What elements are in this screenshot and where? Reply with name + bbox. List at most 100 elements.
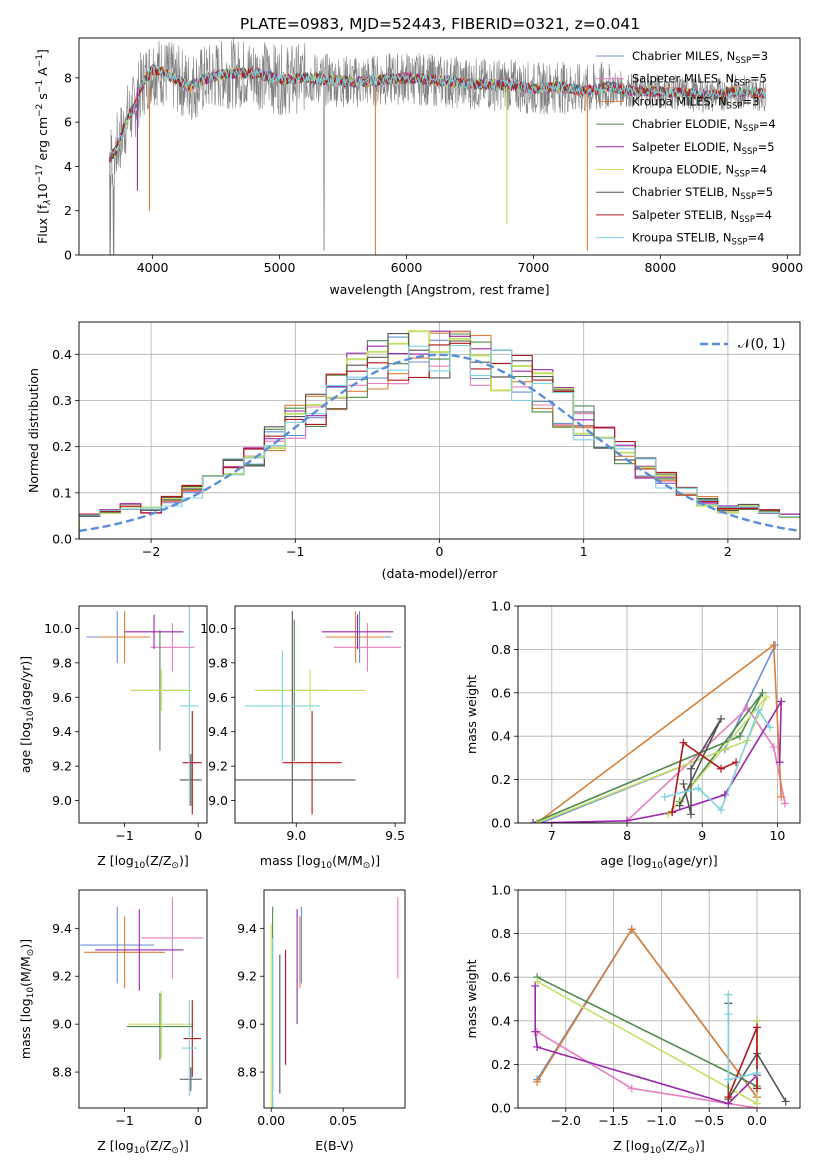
label-part: age [log xyxy=(18,722,33,773)
x-tick-label: 2 xyxy=(724,544,732,559)
error-bar-point xyxy=(98,611,151,663)
axes-frame xyxy=(78,889,208,1109)
weight-line xyxy=(727,1026,758,1098)
y-axis-label: mass weight xyxy=(464,675,479,754)
subscript: SSP xyxy=(740,192,756,202)
weight-marker xyxy=(775,758,784,767)
label-part: A xyxy=(35,67,50,80)
subscript: SSP xyxy=(742,147,758,157)
y-tick-label: 1.0 xyxy=(491,883,511,898)
x-tick-label: 1 xyxy=(580,544,588,559)
weight-line xyxy=(626,706,786,822)
y-tick-label: 0.8 xyxy=(491,642,511,657)
weight-marker xyxy=(694,784,703,793)
y-tick-label: 8 xyxy=(64,70,72,85)
subscript: 10 xyxy=(321,861,333,871)
label-part: −1 xyxy=(35,54,45,67)
y-tick-label: 9.4 xyxy=(237,921,257,936)
error-bar-point xyxy=(321,614,394,650)
residuals-panel: −2 −1 0 1 2 0.0 0.1 0.2 0.3 0.4 𝒩(0, 1) (data-model… xyxy=(26,321,801,581)
x-axis-label: Z [log10​(Z/Z⊙​)] xyxy=(97,853,188,871)
y-tick-label: 1.0 xyxy=(491,599,511,614)
y-tick-label: 2 xyxy=(64,203,72,218)
error-bar-point xyxy=(179,606,199,806)
weight-marker xyxy=(765,723,774,732)
error-bar-point xyxy=(179,1067,202,1092)
weight-line xyxy=(536,976,758,1088)
label-part: age [log xyxy=(600,853,651,868)
y-tick-label: 0 xyxy=(64,248,72,263)
y-tick-label: 0.6 xyxy=(491,685,511,700)
legend-label-text: Salpeter MILES, N xyxy=(632,72,734,86)
x-tick-label: 9.5 xyxy=(385,828,405,843)
y-tick-label: 0.1 xyxy=(52,485,72,500)
figure-title: PLATE=0983, MJD=52443, FIBERID=0321, z=0… xyxy=(240,15,640,33)
y-tick-label: 9.0 xyxy=(52,793,72,808)
label-part: (age/yr)] xyxy=(18,656,33,711)
weight-marker xyxy=(752,1084,761,1093)
label-part: )] xyxy=(370,853,380,868)
y-tick-label: 10.0 xyxy=(200,621,228,636)
y-tick-label: 9.2 xyxy=(237,969,257,984)
weight-marker xyxy=(762,693,771,702)
x-tick-label: 0.05 xyxy=(329,1113,357,1128)
error-bar-point xyxy=(124,614,184,650)
label-part: (Z/Z xyxy=(145,1138,171,1153)
error-bar-point xyxy=(150,623,195,672)
subscript: 10 xyxy=(134,861,146,871)
weight-line xyxy=(536,927,758,1098)
y-tick-label: 0.3 xyxy=(52,393,72,408)
weight-marker xyxy=(724,1010,733,1019)
subscript: SSP xyxy=(734,170,750,180)
x-tick-label: 4000 xyxy=(137,260,169,275)
y-tick-label: 0.2 xyxy=(52,439,72,454)
error-bar-point xyxy=(179,754,202,806)
y-axis-label: mass weight xyxy=(464,959,479,1038)
x-tick-label: 10 xyxy=(769,828,785,843)
weight-marker xyxy=(735,732,744,741)
y-tick-label: 9.6 xyxy=(208,690,228,705)
legend-label-count: =4 xyxy=(759,117,776,131)
subscript: ⊙ xyxy=(687,1146,695,1156)
x-axis-label: age [log10​(age/yr)] xyxy=(600,853,717,871)
subscript: 10 xyxy=(26,710,36,722)
label-part: 10 xyxy=(35,183,50,199)
label-part: (age/yr)] xyxy=(663,853,718,868)
weight-marker xyxy=(531,981,540,990)
weight-marker xyxy=(777,792,786,801)
label-part: λ xyxy=(43,199,53,205)
error-bar-point xyxy=(95,909,184,991)
weight-vs-metallicity-panel: −2.0 −1.5 −1.0 −0.5 0.0 0.0 0.2 0.4 0.6 0.8 1.0 Z [… xyxy=(464,883,801,1156)
error-bar-point xyxy=(84,916,166,989)
weight-marker xyxy=(752,1099,761,1108)
weight-marker xyxy=(627,1084,636,1093)
legend-label-count: =3 xyxy=(742,94,759,108)
weight-marker xyxy=(686,810,695,819)
weight-line xyxy=(536,927,758,1098)
label-part: )] xyxy=(18,939,33,949)
model-spectrum xyxy=(109,64,766,157)
x-tick-label: 0 xyxy=(194,1113,202,1128)
weight-marker xyxy=(529,819,538,823)
error-bar-point xyxy=(181,1000,197,1097)
y-tick-label: 9.2 xyxy=(52,759,72,774)
y-tick-label: 0.2 xyxy=(491,772,511,787)
weight-marker xyxy=(623,816,632,823)
weight-marker xyxy=(724,1093,733,1102)
x-tick-label: 9 xyxy=(698,828,706,843)
weight-marker xyxy=(533,1077,542,1086)
weight-marker xyxy=(724,1075,733,1084)
y-tick-label: 0.2 xyxy=(491,1057,511,1072)
weight-marker xyxy=(752,1023,761,1032)
axes-frame xyxy=(78,605,208,824)
y-tick-label: 0.0 xyxy=(52,532,72,547)
weight-marker xyxy=(532,819,541,823)
age-vs-mass-panel: 9.0 9.5 9.0 9.2 9.4 9.6 9.8 10.0 mass [log10​(M/… xyxy=(200,605,406,871)
y-tick-label: 0.4 xyxy=(491,729,511,744)
legend-label-count: =5 xyxy=(750,72,767,86)
weight-line xyxy=(536,980,758,1105)
x-tick-label: 0.00 xyxy=(257,1113,285,1128)
error-bar-point xyxy=(244,650,320,761)
spectrum-panel: 4000 5000 6000 7000 8000 9000 0 2 4 6 8 wavelength … xyxy=(35,37,803,297)
x-tick-label: 9.0 xyxy=(286,828,306,843)
